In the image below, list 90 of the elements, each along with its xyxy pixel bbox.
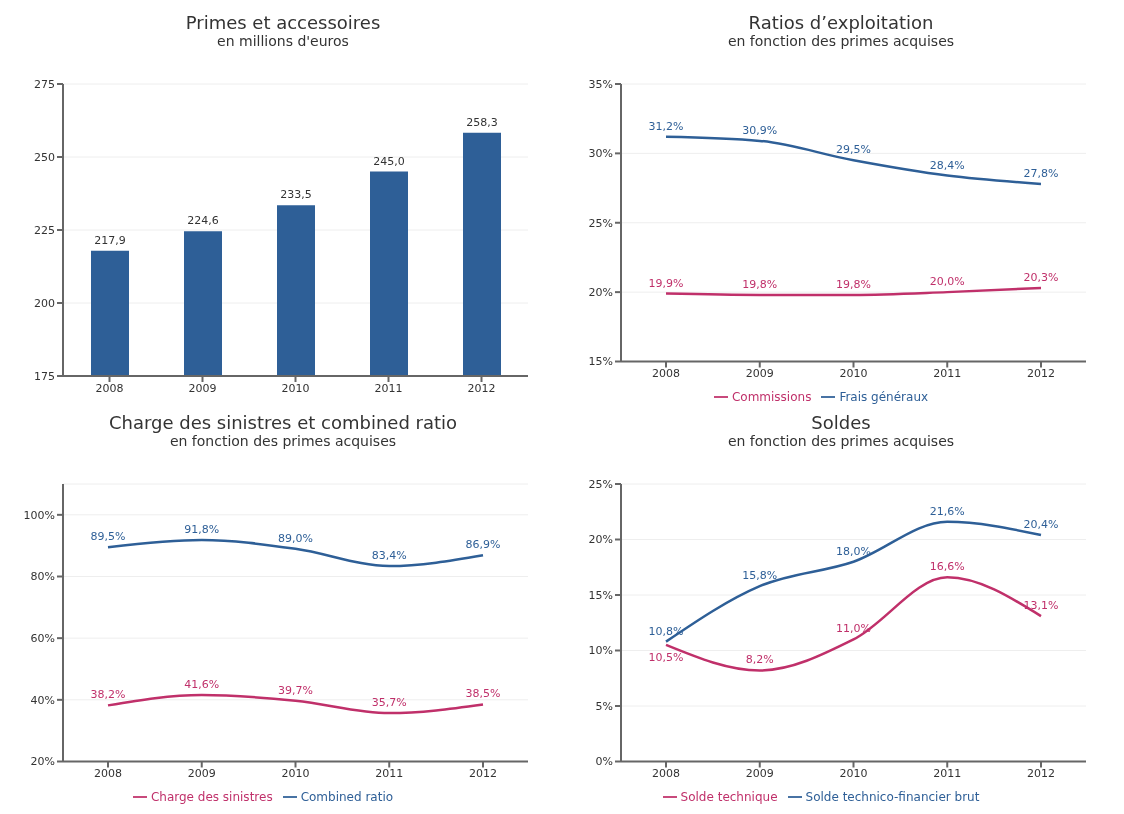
y-tick-label: 15% xyxy=(588,588,613,602)
data-label: 20,0% xyxy=(929,275,965,289)
data-label: 11,0% xyxy=(836,622,871,636)
data-label: 20,3% xyxy=(1023,270,1059,284)
data-label: 245,0 xyxy=(373,154,405,168)
x-tick-label: 2010 xyxy=(839,767,868,781)
x-tick-label: 2012 xyxy=(1027,367,1055,381)
data-label: 217,9 xyxy=(94,233,126,247)
data-label: 35,7% xyxy=(371,696,407,710)
x-tick-label: 2011 xyxy=(375,767,404,781)
chart-title: Charge des sinistres et combined ratio xyxy=(107,412,459,433)
x-tick-label: 2012 xyxy=(467,381,496,395)
data-label: 83,4% xyxy=(371,549,407,563)
data-label: 20,4% xyxy=(1023,518,1059,532)
y-tick-label: 25% xyxy=(588,216,613,230)
data-label: 38,2% xyxy=(90,688,126,702)
y-tick-label: 30% xyxy=(588,147,613,161)
chart-subtitle: en fonction des primes acquises xyxy=(726,433,956,449)
y-tick-label: 225 xyxy=(34,223,55,237)
data-label: 38,5% xyxy=(465,687,501,701)
x-tick-label: 2008 xyxy=(652,367,680,381)
x-tick-label: 2009 xyxy=(745,367,774,381)
y-tick-label: 275 xyxy=(34,77,55,91)
y-tick-label: 35% xyxy=(588,77,613,91)
data-label: 89,5% xyxy=(90,530,126,544)
data-label: 91,8% xyxy=(184,523,220,537)
data-label: 28,4% xyxy=(929,158,965,172)
x-tick-label: 2009 xyxy=(188,381,217,395)
data-label: 10,8% xyxy=(648,624,684,638)
data-label: 16,6% xyxy=(929,560,965,574)
legend-label: Frais généraux xyxy=(839,389,929,404)
y-tick-label: 0% xyxy=(595,755,613,769)
x-tick-label: 2009 xyxy=(745,767,774,781)
x-tick-label: 2011 xyxy=(374,381,403,395)
x-tick-label: 2010 xyxy=(839,367,868,381)
y-tick-label: 15% xyxy=(588,355,613,369)
y-tick-label: 175 xyxy=(34,369,55,383)
data-label: 19,8% xyxy=(742,277,778,291)
y-tick-label: 200 xyxy=(34,296,55,310)
chart-subtitle: en fonction des primes acquises xyxy=(726,33,956,49)
y-tick-label: 60% xyxy=(30,632,55,646)
chart-subtitle: en fonction des primes acquises xyxy=(168,433,398,449)
y-tick-label: 40% xyxy=(30,693,55,707)
data-label: 30,9% xyxy=(742,123,778,137)
legend-label: Commissions xyxy=(731,389,812,404)
y-tick-label: 10% xyxy=(588,644,613,658)
data-label: 258,3 xyxy=(466,115,498,129)
data-label: 89,0% xyxy=(278,531,313,545)
data-label: 8,2% xyxy=(745,653,774,667)
data-label: 18,0% xyxy=(836,544,871,558)
x-tick-label: 2010 xyxy=(281,381,310,395)
x-tick-label: 2008 xyxy=(94,767,122,781)
legend-label: Solde technique xyxy=(680,789,778,804)
data-label: 39,7% xyxy=(278,683,313,697)
x-tick-label: 2008 xyxy=(95,381,124,395)
x-tick-label: 2010 xyxy=(281,767,310,781)
data-label: 86,9% xyxy=(465,538,501,552)
y-tick-label: 250 xyxy=(34,150,55,164)
x-tick-label: 2011 xyxy=(933,367,962,381)
data-label: 19,9% xyxy=(648,276,684,290)
chart-title: Soldes xyxy=(810,412,872,433)
legend-label: Combined ratio xyxy=(300,789,394,804)
data-label: 13,1% xyxy=(1023,599,1059,613)
legend-label: Solde technico-financier brut xyxy=(805,789,980,804)
data-label: 21,6% xyxy=(929,504,965,518)
data-label: 19,8% xyxy=(836,277,871,291)
y-tick-label: 80% xyxy=(30,570,55,584)
data-label: 15,8% xyxy=(742,569,778,583)
chart-subtitle: en millions d'euros xyxy=(216,33,350,49)
x-tick-label: 2009 xyxy=(187,767,216,781)
y-tick-label: 20% xyxy=(588,286,613,300)
chart-title: Ratios d’exploitation xyxy=(747,12,935,33)
chart-title: Primes et accessoires xyxy=(184,12,382,33)
x-tick-label: 2008 xyxy=(652,767,680,781)
y-tick-label: 5% xyxy=(595,699,613,713)
x-tick-label: 2012 xyxy=(469,767,497,781)
data-label: 29,5% xyxy=(836,143,871,157)
data-label: 10,5% xyxy=(648,650,684,664)
data-label: 31,2% xyxy=(648,119,684,133)
data-label: 41,6% xyxy=(184,677,220,691)
data-label: 224,6 xyxy=(187,214,219,228)
y-tick-label: 100% xyxy=(23,508,55,522)
data-label: 233,5 xyxy=(280,188,312,202)
x-tick-label: 2011 xyxy=(933,767,962,781)
y-tick-label: 25% xyxy=(588,477,613,491)
legend-label: Charge des sinistres xyxy=(150,789,273,804)
y-tick-label: 20% xyxy=(30,755,55,769)
x-tick-label: 2012 xyxy=(1027,767,1055,781)
y-tick-label: 20% xyxy=(588,533,613,547)
data-label: 27,8% xyxy=(1023,166,1059,180)
